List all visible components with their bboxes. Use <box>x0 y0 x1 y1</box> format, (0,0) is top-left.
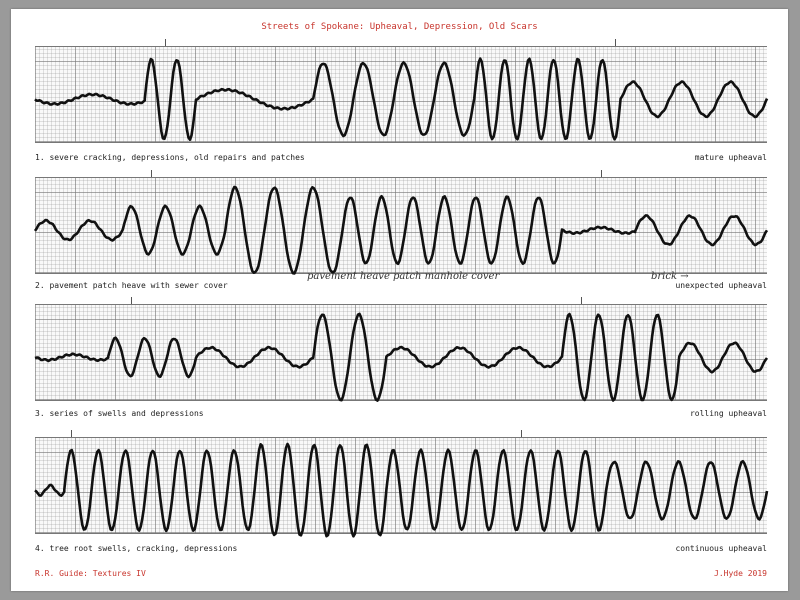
strip-3-description: 3. series of swells and depressions <box>35 409 204 418</box>
trace-4 <box>34 442 769 538</box>
trace-line <box>33 185 769 275</box>
trace-strip-4 <box>34 437 769 538</box>
trace-2 <box>33 185 769 275</box>
strip-tick <box>615 39 616 46</box>
strip-tick <box>521 430 522 437</box>
trace-3 <box>34 312 769 402</box>
footer-credit: J.Hyde 2019 <box>714 569 767 578</box>
strip-tick <box>165 39 166 46</box>
strip-2-type: unexpected upheaval <box>675 281 767 290</box>
strip-tick <box>71 430 72 437</box>
strip-1-type: mature upheaval <box>694 153 767 162</box>
trace-line <box>34 57 769 141</box>
trace-strip-2 <box>33 177 769 275</box>
handwritten-note-pavement: pavement heave patch manhole cover <box>307 271 500 282</box>
strip-2-description: 2. pavement patch heave with sewer cover <box>35 281 228 290</box>
trace-1 <box>34 57 769 141</box>
trace-strip-1 <box>34 46 769 143</box>
strip-3-type: rolling upheaval <box>689 409 767 418</box>
trace-strip-3 <box>34 304 769 402</box>
strip-4-description: 4. tree root swells, cracking, depressio… <box>35 544 238 553</box>
strip-tick <box>601 170 602 177</box>
chart-sheet: Streets of Spokane: Upheaval, Depression… <box>11 9 788 591</box>
page-title: Streets of Spokane: Upheaval, Depression… <box>261 22 538 32</box>
strip-4-type: continuous upheaval <box>675 544 767 553</box>
strip-1-description: 1. severe cracking, depressions, old rep… <box>35 153 305 162</box>
strip-tick <box>131 297 132 304</box>
handwritten-note-brick: brick → <box>651 271 689 282</box>
trace-line <box>34 442 769 538</box>
strip-tick <box>581 297 582 304</box>
strip-tick <box>151 170 152 177</box>
footer-series: R.R. Guide: Textures IV <box>35 569 146 578</box>
trace-line <box>34 312 769 402</box>
